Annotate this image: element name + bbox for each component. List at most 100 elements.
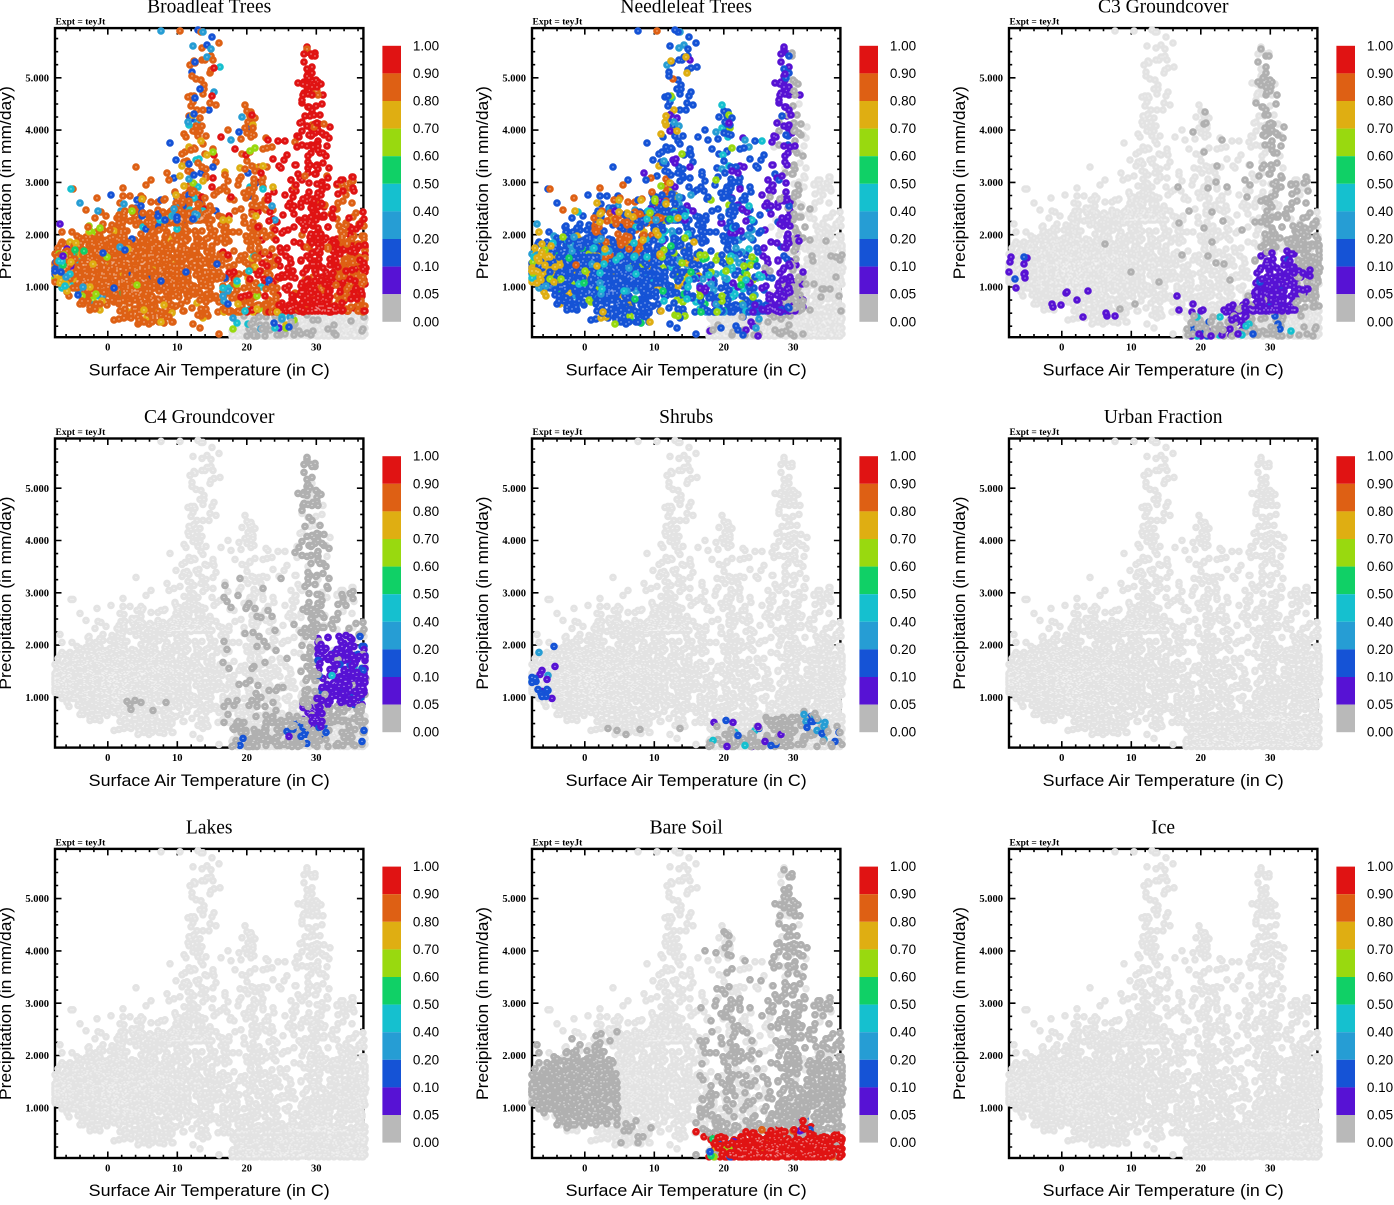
svg-text:5.000: 5.000 (25, 73, 49, 84)
svg-text:2.000: 2.000 (979, 1051, 1003, 1062)
svg-text:C3 Groundcover: C3 Groundcover (1098, 0, 1229, 18)
svg-text:Expt = teyJt: Expt = teyJt (533, 18, 584, 28)
svg-text:4.000: 4.000 (25, 947, 49, 958)
svg-text:5.000: 5.000 (25, 484, 49, 495)
svg-text:Surface Air Temperature (in C): Surface Air Temperature (in C) (566, 772, 807, 790)
svg-text:4.000: 4.000 (25, 536, 49, 547)
svg-text:Surface Air Temperature (in C): Surface Air Temperature (in C) (89, 772, 330, 790)
svg-text:3.000: 3.000 (25, 999, 49, 1010)
svg-text:Surface Air Temperature (in C): Surface Air Temperature (in C) (1043, 1182, 1284, 1200)
svg-text:1.000: 1.000 (25, 283, 49, 294)
svg-text:20: 20 (719, 1164, 730, 1175)
svg-text:3.000: 3.000 (979, 178, 1003, 189)
svg-text:10: 10 (1126, 343, 1137, 354)
svg-text:2.000: 2.000 (502, 641, 526, 652)
svg-text:Expt = teyJt: Expt = teyJt (1010, 428, 1061, 438)
svg-text:5.000: 5.000 (502, 73, 526, 84)
svg-text:20: 20 (1196, 753, 1207, 764)
svg-text:3.000: 3.000 (979, 588, 1003, 599)
svg-text:Precipitation (in mm/day): Precipitation (in mm/day) (0, 497, 15, 690)
svg-text:4.000: 4.000 (979, 536, 1003, 547)
svg-text:Expt = teyJt: Expt = teyJt (56, 839, 107, 849)
svg-text:5.000: 5.000 (502, 484, 526, 495)
svg-text:3.000: 3.000 (502, 178, 526, 189)
svg-text:0: 0 (582, 1164, 587, 1175)
svg-text:10: 10 (649, 1164, 660, 1175)
svg-text:4.000: 4.000 (979, 126, 1003, 137)
svg-text:5.000: 5.000 (25, 894, 49, 905)
svg-text:Ice: Ice (1151, 818, 1175, 839)
svg-text:3.000: 3.000 (502, 588, 526, 599)
svg-text:Expt = teyJt: Expt = teyJt (533, 428, 584, 438)
svg-text:2.000: 2.000 (25, 1051, 49, 1062)
svg-text:10: 10 (172, 1164, 183, 1175)
svg-text:3.000: 3.000 (502, 999, 526, 1010)
svg-text:Expt = teyJt: Expt = teyJt (1010, 839, 1061, 849)
svg-text:30: 30 (311, 753, 322, 764)
svg-text:0: 0 (105, 753, 110, 764)
svg-text:4.000: 4.000 (502, 126, 526, 137)
svg-text:Needleleaf Trees: Needleleaf Trees (620, 0, 752, 18)
svg-text:30: 30 (788, 753, 799, 764)
svg-text:20: 20 (1196, 1164, 1207, 1175)
svg-text:1.000: 1.000 (979, 283, 1003, 294)
svg-text:Precipitation (in mm/day): Precipitation (in mm/day) (951, 497, 969, 690)
svg-text:3.000: 3.000 (25, 588, 49, 599)
svg-text:20: 20 (242, 343, 253, 354)
svg-text:10: 10 (1126, 753, 1137, 764)
svg-text:20: 20 (719, 343, 730, 354)
svg-text:1.000: 1.000 (979, 693, 1003, 704)
svg-text:Urban Fraction: Urban Fraction (1104, 407, 1223, 428)
svg-text:Lakes: Lakes (186, 818, 233, 839)
svg-text:Expt = teyJt: Expt = teyJt (1010, 18, 1061, 28)
svg-text:Precipitation (in mm/day): Precipitation (in mm/day) (474, 86, 492, 279)
svg-text:20: 20 (719, 753, 730, 764)
svg-text:5.000: 5.000 (979, 894, 1003, 905)
svg-text:10: 10 (1126, 1164, 1137, 1175)
svg-text:4.000: 4.000 (25, 126, 49, 137)
svg-text:0: 0 (1059, 343, 1064, 354)
svg-text:Broadleaf Trees: Broadleaf Trees (147, 0, 271, 18)
svg-text:0: 0 (1059, 1164, 1064, 1175)
svg-text:2.000: 2.000 (979, 641, 1003, 652)
svg-text:Surface Air Temperature (in C): Surface Air Temperature (in C) (566, 1182, 807, 1200)
svg-text:1.000: 1.000 (502, 1103, 526, 1114)
svg-text:10: 10 (172, 343, 183, 354)
svg-text:Precipitation (in mm/day): Precipitation (in mm/day) (474, 497, 492, 690)
svg-text:0: 0 (1059, 753, 1064, 764)
svg-text:20: 20 (242, 753, 253, 764)
svg-text:Surface Air Temperature (in C): Surface Air Temperature (in C) (89, 361, 330, 379)
svg-text:Precipitation (in mm/day): Precipitation (in mm/day) (0, 86, 15, 279)
svg-text:Expt = teyJt: Expt = teyJt (56, 18, 107, 28)
svg-text:Expt = teyJt: Expt = teyJt (533, 839, 584, 849)
svg-text:4.000: 4.000 (979, 947, 1003, 958)
svg-text:Surface Air Temperature (in C): Surface Air Temperature (in C) (1043, 772, 1284, 790)
svg-text:C4 Groundcover: C4 Groundcover (144, 407, 275, 428)
svg-text:30: 30 (788, 343, 799, 354)
svg-text:30: 30 (788, 1164, 799, 1175)
svg-text:30: 30 (311, 1164, 322, 1175)
svg-text:3.000: 3.000 (979, 999, 1003, 1010)
svg-text:30: 30 (1265, 1164, 1276, 1175)
svg-text:30: 30 (1265, 343, 1276, 354)
svg-text:1.000: 1.000 (25, 1103, 49, 1114)
svg-text:10: 10 (172, 753, 183, 764)
svg-text:Precipitation (in mm/day): Precipitation (in mm/day) (951, 907, 969, 1100)
svg-text:4.000: 4.000 (502, 947, 526, 958)
svg-text:2.000: 2.000 (25, 230, 49, 241)
svg-text:5.000: 5.000 (979, 73, 1003, 84)
svg-text:1.000: 1.000 (502, 693, 526, 704)
svg-text:Surface Air Temperature (in C): Surface Air Temperature (in C) (89, 1182, 330, 1200)
svg-text:0: 0 (105, 343, 110, 354)
svg-text:Precipitation (in mm/day): Precipitation (in mm/day) (0, 907, 15, 1100)
svg-text:Surface Air Temperature (in C): Surface Air Temperature (in C) (1043, 361, 1284, 379)
svg-text:5.000: 5.000 (502, 894, 526, 905)
svg-text:5.000: 5.000 (979, 484, 1003, 495)
svg-text:30: 30 (1265, 753, 1276, 764)
svg-text:20: 20 (242, 1164, 253, 1175)
svg-text:Bare Soil: Bare Soil (650, 818, 724, 839)
svg-text:Precipitation (in mm/day): Precipitation (in mm/day) (951, 86, 969, 279)
svg-text:0: 0 (582, 343, 587, 354)
svg-text:30: 30 (311, 343, 322, 354)
svg-text:10: 10 (649, 753, 660, 764)
